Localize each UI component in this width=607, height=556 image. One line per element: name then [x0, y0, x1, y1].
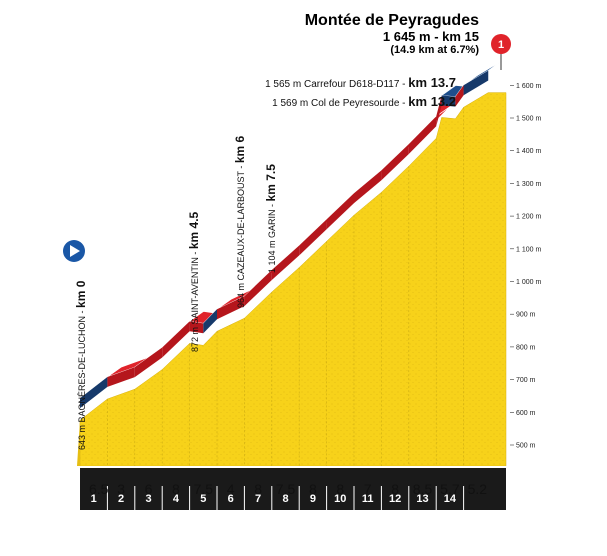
km-label: 8	[282, 493, 288, 505]
grade-label: 8.5	[413, 481, 433, 497]
road-edge	[107, 367, 135, 387]
road-profile	[79, 60, 503, 409]
place-annotations: 643 m BAGNÈRES-DE-LUCHON - km 0 872 m SAI…	[74, 135, 278, 450]
place-name: 964 m CAZEAUX-DE-LARBOUST -	[236, 163, 246, 308]
terrain-area	[77, 92, 507, 467]
base-band	[80, 466, 506, 510]
summit-note-carrefour: 1 565 m Carrefour D618-D117 - km 13.7	[265, 75, 456, 90]
place-name: 1 104 m GARIN -	[267, 201, 277, 273]
grade-label: 8	[309, 481, 317, 497]
altitude-axis: 500 m 600 m 700 m 800 m 900 m 1 000 m 1 100 m 1…	[510, 83, 541, 450]
grade-label: 8	[391, 481, 399, 497]
climb-title-block: Montée de Peyragudes 1 645 m - km 15 (14…	[305, 12, 479, 57]
km-label: 9	[310, 493, 316, 505]
climb-title: Montée de Peyragudes	[304, 12, 479, 29]
place-annotation: 964 m CAZEAUX-DE-LARBOUST - km 6	[233, 135, 247, 308]
summit-note-place: 1 569 m Col de Peyresourde	[272, 98, 400, 109]
altitude-label: 1 600 m	[516, 83, 541, 90]
road-edge	[134, 347, 163, 378]
altitude-label: 900 m	[516, 312, 536, 319]
place-name: 643 m BAGNÈRES-DE-LUCHON -	[77, 308, 87, 450]
grade-label: 6	[145, 481, 153, 497]
terrain-side	[77, 420, 80, 466]
road-edge	[436, 95, 442, 127]
start-triangle	[70, 245, 80, 257]
road-edge	[162, 321, 190, 358]
km-label: 12	[389, 493, 401, 505]
altitude-label: 700 m	[516, 377, 536, 384]
altitude-label: 1 200 m	[516, 214, 541, 221]
grade-label: 4	[227, 481, 235, 497]
altitude-label: 800 m	[516, 344, 536, 351]
summit-note-place: 1 565 m Carrefour D618-D117	[265, 79, 400, 90]
summit-circle	[491, 34, 511, 54]
place-annotation: 1 104 m GARIN - km 7.5	[264, 164, 278, 273]
summit-number-icon: 1	[491, 34, 511, 70]
place-km: km 0	[74, 280, 88, 308]
km-label: 10	[334, 493, 346, 505]
road-edge	[217, 296, 245, 320]
km-axis-band: 1 2 3 4 5 6 7 8 9 10 11 12 13 14	[80, 466, 506, 510]
summit-distance: (14.9 km at 6.7%)	[390, 44, 479, 56]
summit-number: 1	[498, 39, 504, 51]
km-label: 6	[228, 493, 234, 505]
km-label: 7	[255, 493, 261, 505]
grade-label: 7.5	[276, 481, 296, 497]
km-label: 3	[145, 493, 151, 505]
icons: 1	[63, 34, 511, 262]
km-label: 11	[362, 493, 374, 505]
altitude-label: 1 300 m	[516, 181, 541, 188]
summit-note-peyresourde: 1 569 m Col de Peyresourde - km 13.2	[272, 94, 456, 109]
road-edge	[463, 70, 489, 96]
base-top-line	[80, 466, 506, 468]
road-edge	[271, 245, 300, 280]
road-edge	[455, 85, 464, 107]
grade-label: 7.5	[194, 481, 214, 497]
place-annotation: 872 m SAINT-AVENTIN - km 4.5	[187, 211, 201, 352]
place-name: 872 m SAINT-AVENTIN -	[190, 249, 200, 352]
km-label: 2	[118, 493, 124, 505]
road-edge	[408, 116, 437, 155]
km-label: 14	[444, 493, 457, 505]
km-gridlines	[107, 107, 464, 466]
grade-label: 6.5	[89, 481, 109, 497]
km-label: 1	[91, 493, 97, 505]
place-km: km 4.5	[187, 211, 201, 249]
summit-altitude: 1 645 m - km 15	[382, 29, 479, 44]
road-edge	[381, 144, 409, 181]
grade-label: 7	[364, 481, 372, 497]
summit-note-km: km 13.7	[408, 75, 456, 90]
grade-label: 8	[336, 481, 344, 497]
km-label: 5	[200, 493, 206, 505]
summit-note-km: km 13.2	[408, 94, 456, 109]
road-edge	[80, 376, 108, 409]
grade-label: 8	[172, 481, 180, 497]
grade-label: 5.7	[440, 481, 460, 497]
road-edge	[441, 95, 456, 107]
road-edge	[244, 270, 272, 307]
road-edge	[326, 193, 354, 230]
km-label: 13	[416, 493, 428, 505]
road-edge	[203, 309, 217, 334]
road-edge	[354, 170, 382, 204]
road-edge	[189, 321, 204, 334]
grade-label: 3	[117, 481, 125, 497]
place-annotation: 643 m BAGNÈRES-DE-LUCHON - km 0	[74, 280, 88, 450]
place-km: km 7.5	[264, 164, 278, 202]
altitude-label: 1 500 m	[516, 116, 541, 123]
altitude-label: 1 000 m	[516, 279, 541, 286]
altitude-label: 1 400 m	[516, 148, 541, 155]
terrain-fill	[79, 92, 507, 467]
place-km: km 6	[233, 135, 247, 163]
km-label: 4	[173, 493, 180, 505]
gradient-labels: 6.5 3 6 8 7.5 4 8 7.5 8 8 7 8 8.5 5.7 5.2	[89, 481, 487, 497]
altitude-label: 600 m	[516, 410, 536, 417]
altitude-label: 1 100 m	[516, 246, 541, 253]
road-edge	[299, 219, 327, 256]
play-triangle-icon	[63, 240, 85, 262]
grade-label: 5.2	[468, 481, 488, 497]
altitude-label: 500 m	[516, 443, 536, 450]
grade-label: 8	[254, 481, 262, 497]
